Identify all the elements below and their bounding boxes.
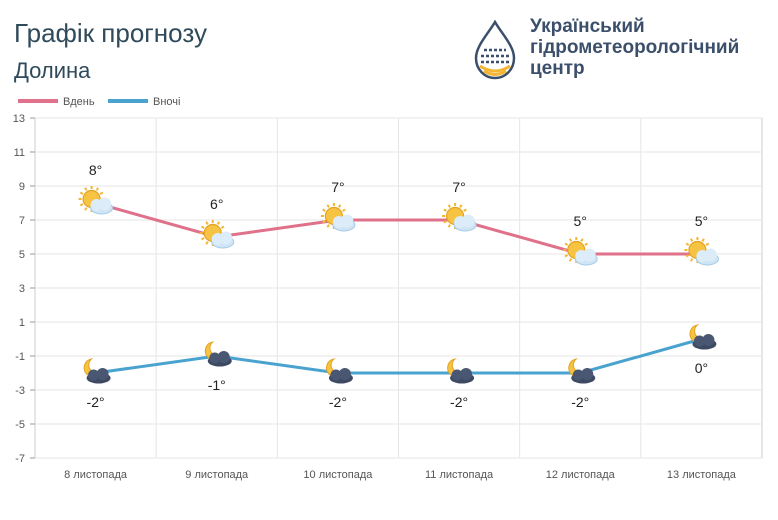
temp-label: -2° — [329, 394, 347, 410]
x-tick-label: 9 листопада — [185, 469, 249, 481]
legend-label-1: Вночі — [153, 96, 180, 108]
temp-label: 0° — [695, 360, 708, 376]
temp-label: 5° — [574, 213, 587, 229]
y-tick-label: -5 — [15, 419, 25, 431]
y-tick-label: 13 — [13, 113, 25, 125]
x-axis: 8 листопада 9 листопада 10 листопада 11 лис… — [64, 469, 737, 481]
temp-label: 6° — [210, 196, 223, 212]
droplet-logo-icon — [474, 20, 516, 80]
series-lines — [95, 201, 702, 375]
x-tick-label: 13 листопада — [667, 469, 737, 481]
y-tick-label: 7 — [19, 215, 25, 227]
legend-label-0: Вдень — [63, 96, 95, 108]
y-tick-label: 1 — [19, 317, 25, 329]
location-name: Долина — [14, 58, 91, 83]
moon-cloud-icon — [447, 358, 475, 384]
org-name-line-1: Український — [530, 16, 645, 37]
x-tick-label: 8 листопада — [64, 469, 128, 481]
y-tick-label: -3 — [15, 385, 25, 397]
temp-label: -2° — [450, 394, 468, 410]
sun-cloud-icon — [199, 220, 235, 249]
moon-cloud-icon — [326, 358, 353, 384]
grid — [34, 117, 763, 459]
org-name: Український гідрометеорологічний центр — [530, 16, 770, 79]
forecast-chart: Вдень Вночі 13 11 9 7 5 3 1 -1 -3 -5 -7 8 листопада… — [13, 96, 763, 481]
y-axis: 13 11 9 7 5 3 1 -1 -3 -5 -7 — [13, 113, 35, 465]
y-tick-label: -7 — [15, 453, 25, 465]
y-tick-label: 5 — [19, 249, 25, 261]
x-tick-label: 11 листопада — [425, 469, 494, 481]
temp-label: -2° — [87, 394, 105, 410]
moon-cloud-icon — [83, 358, 111, 384]
series-line-0 — [95, 201, 702, 256]
sun-cloud-icon — [320, 203, 356, 232]
temp-label: 7° — [331, 179, 344, 195]
temp-label: -1° — [208, 377, 226, 393]
x-tick-label: 12 листопада — [546, 469, 616, 481]
temp-label: -2° — [571, 394, 589, 410]
y-tick-label: 3 — [19, 283, 25, 295]
moon-cloud-icon — [689, 324, 717, 350]
temp-label: 7° — [452, 179, 465, 195]
moon-cloud-icon — [568, 358, 596, 384]
org-name-line-2: гідрометеорологічний — [530, 37, 740, 58]
org-block: Український гідрометеорологічний центр — [470, 16, 770, 88]
y-tick-label: -1 — [15, 351, 25, 363]
org-name-line-3: центр — [530, 58, 585, 79]
temp-label: 5° — [695, 213, 708, 229]
y-tick-label: 11 — [14, 147, 25, 159]
series-line-1 — [95, 337, 702, 375]
sun-cloud-icon — [442, 203, 477, 232]
legend: Вдень Вночі — [18, 96, 180, 108]
y-tick-label: 9 — [19, 181, 25, 193]
series-marks: 8° 6° 7° 7° 5° 5° -2° -1° -2° -2° -2° 0° — [78, 162, 719, 410]
sun-cloud-icon — [78, 186, 114, 215]
moon-cloud-icon — [204, 341, 232, 367]
temp-label: 8° — [89, 162, 102, 178]
page-title: Графік прогнозу — [14, 18, 207, 48]
sun-cloud-icon — [563, 237, 598, 266]
sun-cloud-icon — [684, 237, 719, 266]
x-tick-label: 10 листопада — [303, 469, 373, 481]
